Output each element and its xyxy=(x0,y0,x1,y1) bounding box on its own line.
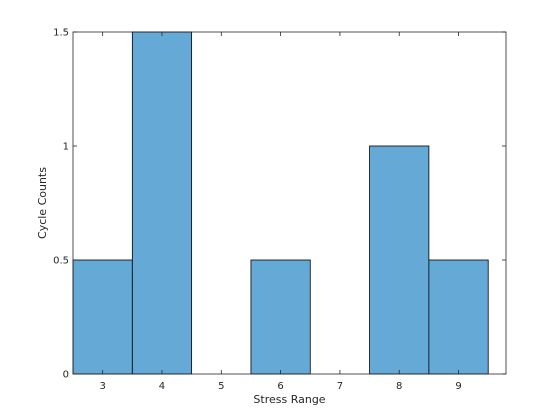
y-tick-label-1: 1 xyxy=(63,142,69,153)
x-tick-label-7: 7 xyxy=(337,381,343,392)
y-tick-label-1.5: 1.5 xyxy=(53,28,69,39)
bar-6 xyxy=(250,259,311,375)
bar-3 xyxy=(72,259,133,375)
bar-4 xyxy=(131,31,193,375)
y-axis-label: Cycle Counts xyxy=(36,167,49,239)
x-axis-label: Stress Range xyxy=(253,393,325,406)
y-tick-label-0.5: 0.5 xyxy=(53,256,69,267)
x-tick-label-8: 8 xyxy=(396,381,402,392)
x-tick-label-9: 9 xyxy=(455,381,461,392)
x-tick-label-3: 3 xyxy=(99,381,105,392)
bar-8 xyxy=(369,145,430,375)
x-tick-label-4: 4 xyxy=(159,381,165,392)
x-tick-label-6: 6 xyxy=(277,381,283,392)
x-tick-label-5: 5 xyxy=(218,381,224,392)
axes-box xyxy=(72,31,507,375)
ticks: 3 4 5 6 7 8 9 0 0.5 1 1.5 xyxy=(53,28,506,392)
bar-9 xyxy=(428,259,489,375)
bars xyxy=(72,31,489,375)
y-tick-label-0: 0 xyxy=(63,370,69,381)
